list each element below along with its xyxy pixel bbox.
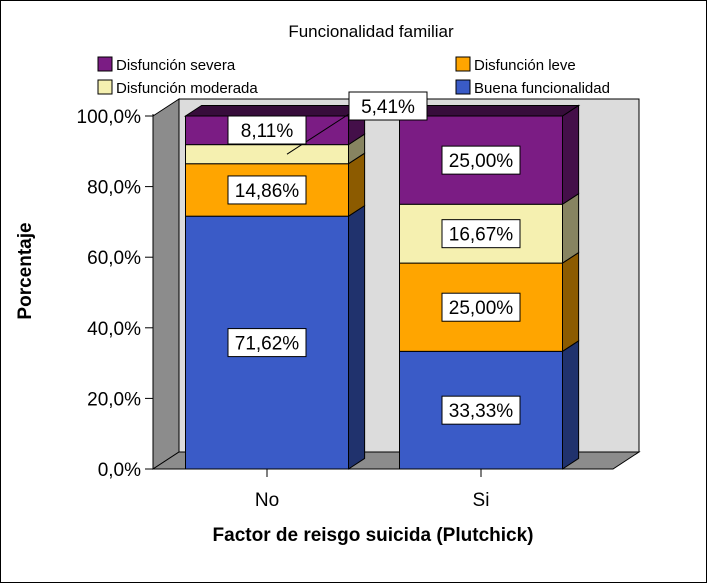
svg-text:8,11%: 8,11%	[241, 121, 294, 142]
chart-title: Funcionalidad familiar	[288, 22, 454, 41]
svg-text:16,67%: 16,67%	[449, 225, 514, 246]
legend: Disfunción severa Disfunción leve Disfunci…	[97, 56, 610, 97]
svg-text:14,86%: 14,86%	[235, 181, 300, 202]
x-tick-label: Si	[473, 490, 490, 511]
y-axis-label: Porcentaje	[15, 222, 36, 319]
svg-text:5,41%: 5,41%	[361, 97, 415, 118]
svg-text:33,33%: 33,33%	[449, 401, 514, 422]
data-label: 8,11%	[227, 115, 307, 145]
legend-label: Disfunción moderada	[116, 80, 258, 97]
data-label: 33,33%	[441, 395, 521, 425]
svg-text:25,00%: 25,00%	[449, 151, 514, 172]
bar-segment	[185, 133, 366, 165]
y-tick-label: 40,0%	[87, 319, 141, 340]
legend-swatch	[97, 56, 113, 72]
legend-item: Disfunción leve	[455, 56, 576, 74]
legend-label: Disfunción severa	[116, 57, 236, 74]
legend-label: Buena funcionalidad	[474, 80, 610, 97]
y-tick-label: 80,0%	[87, 178, 141, 199]
y-axis: 0,0% 20,0% 40,0% 60,0% 80,0% 100,0% No Si	[77, 107, 490, 511]
x-tick-label: No	[255, 490, 279, 511]
x-axis-label: Factor de reisgo suicida (Plutchick)	[213, 525, 534, 546]
data-label: 14,86%	[227, 175, 307, 205]
svg-text:25,00%: 25,00%	[449, 298, 514, 319]
y-tick-label: 20,0%	[87, 389, 141, 410]
legend-swatch	[455, 56, 471, 72]
data-labels: 71,62% 14,86% 5,41% 8,11% 33,33% 25,00% 16,67%…	[227, 91, 521, 425]
legend-item: Buena funcionalidad	[455, 79, 610, 97]
data-label: 25,00%	[441, 145, 521, 175]
left-wall	[152, 98, 180, 470]
legend-swatch	[97, 79, 113, 95]
legend-item: Disfunción moderada	[97, 79, 258, 97]
bar-segment	[185, 152, 366, 218]
data-label: 25,00%	[441, 292, 521, 322]
legend-swatch	[455, 79, 471, 95]
bar-segment	[399, 339, 580, 470]
data-label: 16,67%	[441, 219, 521, 249]
y-tick-label: 100,0%	[77, 107, 142, 128]
svg-text:71,62%: 71,62%	[235, 334, 300, 355]
legend-label: Disfunción leve	[474, 57, 576, 74]
y-tick-label: 60,0%	[87, 248, 141, 269]
data-label: 5,41%	[286, 91, 428, 155]
data-label: 71,62%	[227, 328, 307, 358]
legend-item: Disfunción severa	[97, 56, 236, 74]
y-tick-label: 0,0%	[98, 460, 141, 481]
